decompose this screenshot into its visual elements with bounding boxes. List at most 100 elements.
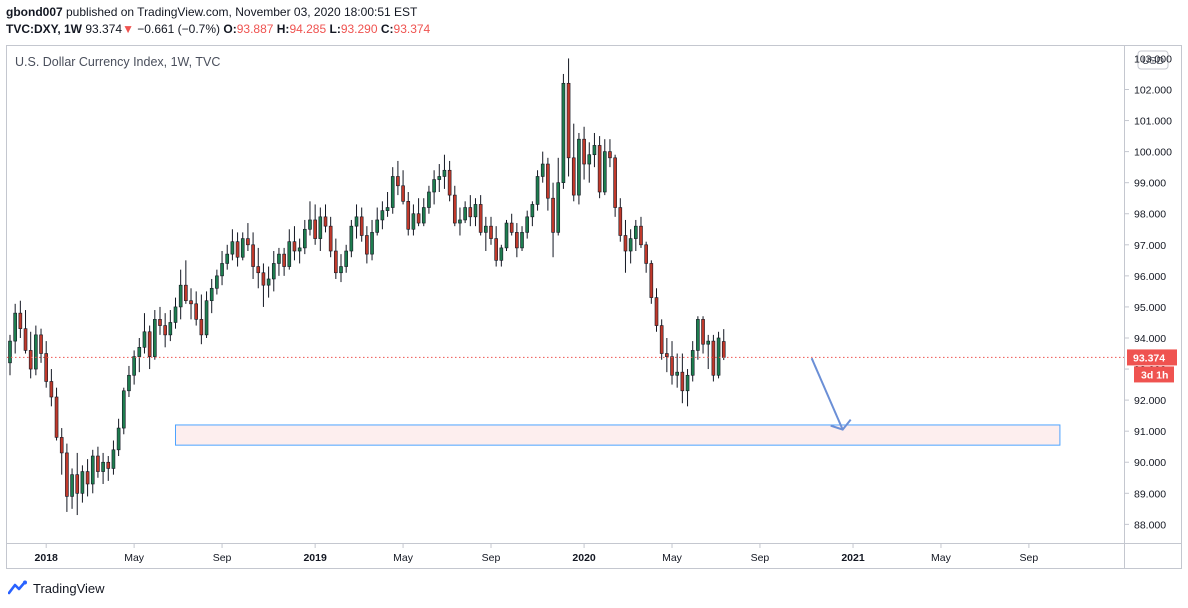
candle-body-up bbox=[80, 471, 85, 494]
candle-body-up bbox=[385, 207, 390, 211]
candle bbox=[178, 269, 183, 320]
candle-body-down bbox=[515, 232, 519, 249]
candle-body-up bbox=[577, 138, 581, 196]
projection-arrow bbox=[810, 357, 852, 431]
candle bbox=[344, 244, 348, 273]
candle-body-up bbox=[132, 356, 136, 376]
candle bbox=[85, 459, 90, 497]
tradingview-logo-icon bbox=[7, 580, 28, 596]
candle-body-down bbox=[711, 340, 716, 376]
candle bbox=[509, 213, 514, 236]
candle bbox=[602, 139, 607, 196]
candle-body-up bbox=[696, 319, 700, 351]
currency-badge-frame bbox=[1137, 50, 1169, 70]
candle-body-up bbox=[127, 374, 131, 392]
candle bbox=[690, 341, 695, 382]
down-arrow-icon: ▼ bbox=[122, 22, 134, 36]
low-value: 93.290 bbox=[340, 22, 378, 36]
candle-body-up bbox=[525, 216, 530, 233]
candle-body-up bbox=[178, 284, 183, 308]
candle bbox=[623, 219, 628, 273]
candle-body-up bbox=[499, 247, 504, 261]
candle bbox=[566, 58, 571, 177]
candle bbox=[256, 247, 261, 289]
candle-body-up bbox=[390, 176, 395, 208]
candle-body-down bbox=[106, 461, 111, 469]
candle-body-down bbox=[147, 331, 152, 357]
target-zone bbox=[175, 424, 1061, 446]
candle bbox=[111, 440, 116, 475]
candle bbox=[390, 167, 395, 214]
candle bbox=[499, 244, 504, 267]
candle bbox=[121, 387, 126, 435]
candle bbox=[349, 219, 354, 258]
arrow-shaft bbox=[810, 357, 844, 431]
x-tick-label: Sep bbox=[213, 552, 232, 564]
candle bbox=[18, 300, 23, 338]
candle-body-down bbox=[44, 353, 49, 382]
candle bbox=[447, 160, 452, 202]
candle bbox=[49, 369, 54, 407]
candle bbox=[282, 247, 286, 276]
candle-body-up bbox=[587, 154, 592, 165]
candle bbox=[380, 201, 385, 230]
candle-body-down bbox=[23, 328, 28, 351]
x-tick-label: 2018 bbox=[35, 552, 59, 564]
currency-badge: USD bbox=[1137, 50, 1169, 70]
candle-body-up bbox=[90, 455, 95, 485]
price-chart[interactable]: U.S. Dollar Currency Index, 1W, TVC USD 88… bbox=[7, 46, 1181, 568]
candle-body-down bbox=[613, 157, 617, 208]
candle-body-down bbox=[313, 219, 317, 239]
candle bbox=[44, 341, 49, 388]
candle-body-down bbox=[328, 225, 333, 252]
candle bbox=[504, 219, 509, 252]
candle bbox=[13, 303, 17, 354]
candle bbox=[525, 210, 530, 239]
candle bbox=[308, 201, 312, 236]
candle-body-up bbox=[690, 350, 695, 376]
candle-body-down bbox=[649, 263, 654, 298]
candle bbox=[416, 198, 421, 227]
open-label: O: bbox=[223, 22, 237, 36]
candle bbox=[116, 418, 121, 457]
candle-body-down bbox=[571, 157, 576, 196]
candle bbox=[721, 329, 726, 361]
candle bbox=[396, 160, 400, 196]
candle-body-up bbox=[13, 312, 17, 342]
candle-body-down bbox=[359, 216, 364, 236]
candle bbox=[334, 238, 338, 279]
symbol-label: TVC:DXY, 1W bbox=[6, 22, 83, 36]
candle-body-down bbox=[452, 194, 457, 224]
candle bbox=[370, 219, 374, 261]
publish-info: published on TradingView.com, November 0… bbox=[62, 5, 418, 19]
candle bbox=[240, 232, 245, 261]
candle-body-down bbox=[478, 204, 483, 233]
candle bbox=[266, 266, 271, 298]
candle-body-up bbox=[628, 238, 633, 252]
tradingview-logo[interactable]: TradingView bbox=[7, 580, 105, 596]
candle-body-up bbox=[339, 266, 343, 274]
candle-body-down bbox=[96, 455, 100, 472]
candle bbox=[359, 207, 364, 242]
candle-body-up bbox=[111, 449, 116, 469]
countdown-value: 3d 1h bbox=[1141, 369, 1168, 381]
candle-body-up bbox=[592, 145, 597, 156]
candle-body-down bbox=[246, 238, 250, 246]
candle bbox=[613, 154, 617, 217]
quote-line: TVC:DXY, 1W 93.374▼ −0.661 (−0.7%) O:93.… bbox=[6, 22, 430, 36]
candle bbox=[520, 226, 524, 252]
author-name[interactable]: gbond007 bbox=[6, 5, 63, 19]
candle-body-up bbox=[204, 300, 209, 336]
candle-body-down bbox=[282, 253, 286, 267]
candle-body-down bbox=[163, 325, 167, 336]
candle bbox=[463, 201, 467, 224]
candle-body-down bbox=[189, 300, 193, 305]
chart-frame[interactable]: U.S. Dollar Currency Index, 1W, TVC USD 88… bbox=[6, 45, 1182, 569]
candle bbox=[634, 219, 638, 252]
candle-body-up bbox=[209, 287, 214, 302]
candle bbox=[39, 328, 43, 363]
candle bbox=[204, 291, 209, 338]
x-tick-label: 2021 bbox=[841, 552, 865, 564]
candle-body-down bbox=[566, 82, 571, 159]
y-tick-label: 94.000 bbox=[1134, 333, 1166, 345]
